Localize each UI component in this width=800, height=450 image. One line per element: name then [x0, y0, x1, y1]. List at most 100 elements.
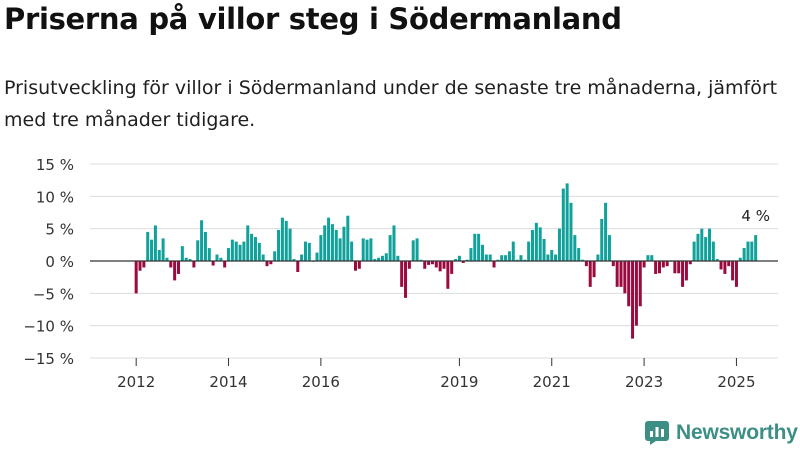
- bar: [615, 261, 619, 287]
- bar: [754, 235, 758, 261]
- bar: [477, 233, 481, 261]
- x-tick-label: 2019: [440, 373, 478, 391]
- bar: [173, 261, 177, 281]
- bar: [215, 254, 219, 261]
- bar: [253, 237, 257, 261]
- bar: [623, 261, 627, 294]
- bar: [134, 261, 138, 294]
- bar: [607, 235, 611, 261]
- bar: [200, 220, 204, 261]
- bar: [388, 235, 392, 261]
- bar: [196, 240, 200, 261]
- bar: [407, 261, 411, 269]
- bar: [169, 261, 173, 268]
- bar: [246, 225, 250, 261]
- bar: [180, 246, 184, 261]
- x-tick-label: 2021: [533, 373, 571, 391]
- logo-text: Newsworthy: [676, 421, 798, 444]
- bar: [153, 225, 157, 261]
- y-tick-label: −10 %: [23, 318, 74, 336]
- bar: [146, 231, 150, 261]
- bar: [373, 259, 377, 261]
- bar: [330, 224, 334, 261]
- bar: [642, 261, 646, 268]
- bar: [561, 188, 565, 261]
- bar: [511, 241, 515, 261]
- bar: [234, 241, 238, 261]
- bar: [565, 183, 569, 261]
- bar: [704, 237, 708, 261]
- bar: [207, 248, 211, 261]
- bar: [742, 248, 746, 261]
- bar: [631, 261, 635, 339]
- bar: [550, 250, 554, 261]
- bar: [438, 261, 442, 272]
- bar: [457, 255, 461, 261]
- bar: [273, 251, 277, 261]
- bar: [177, 261, 180, 274]
- bar: [708, 228, 712, 261]
- bar: [261, 254, 265, 261]
- bar: [427, 261, 431, 265]
- bar: [242, 241, 246, 261]
- bar: [296, 261, 300, 272]
- bar: [469, 248, 473, 261]
- bar: [500, 255, 504, 261]
- bar: [230, 239, 234, 261]
- bar: [165, 257, 169, 261]
- bar: [430, 261, 434, 265]
- bar: [507, 251, 511, 261]
- bar: [700, 228, 704, 261]
- newsworthy-logo: Newsworthy: [644, 420, 798, 446]
- bar: [342, 226, 346, 261]
- bar: [573, 235, 577, 261]
- bar: [588, 261, 592, 287]
- bar: [138, 261, 142, 271]
- bar: [577, 248, 581, 261]
- y-tick-label: 15 %: [36, 156, 74, 174]
- x-tick-label: 2016: [302, 373, 340, 391]
- bar: [534, 222, 538, 261]
- bar: [415, 238, 419, 261]
- bar: [319, 235, 323, 261]
- bar: [542, 239, 546, 261]
- x-tick-label: 2025: [717, 373, 755, 391]
- bar: [611, 261, 615, 267]
- bar: [692, 241, 696, 261]
- y-tick-label: −5 %: [33, 285, 74, 303]
- bar: [377, 257, 381, 261]
- x-tick-label: 2012: [117, 373, 155, 391]
- bar: [504, 255, 508, 261]
- bar: [527, 241, 531, 261]
- bar: [557, 228, 561, 261]
- bar: [284, 220, 288, 261]
- x-tick-label: 2023: [625, 373, 663, 391]
- bar: [400, 261, 404, 287]
- bar: [150, 239, 154, 261]
- bar: [396, 255, 400, 261]
- bar: [696, 233, 700, 261]
- bar: [657, 261, 661, 274]
- bar: [423, 261, 427, 269]
- bar: [715, 259, 719, 261]
- bar: [473, 233, 477, 261]
- bar: [677, 261, 681, 274]
- bar: [646, 255, 650, 261]
- bar: [538, 227, 542, 261]
- bar: [734, 261, 738, 287]
- bar: [238, 244, 242, 261]
- bar: [454, 259, 458, 261]
- y-tick-label: 10 %: [36, 188, 74, 206]
- y-tick-label: 5 %: [45, 221, 74, 239]
- bar: [604, 202, 608, 261]
- bar: [369, 238, 373, 261]
- bar: [292, 259, 296, 261]
- bar: [184, 257, 188, 261]
- bar: [157, 250, 161, 261]
- bar: [257, 242, 261, 261]
- bar: [731, 261, 735, 281]
- bar: [434, 261, 438, 268]
- bar: [334, 229, 338, 261]
- bar: [354, 261, 357, 271]
